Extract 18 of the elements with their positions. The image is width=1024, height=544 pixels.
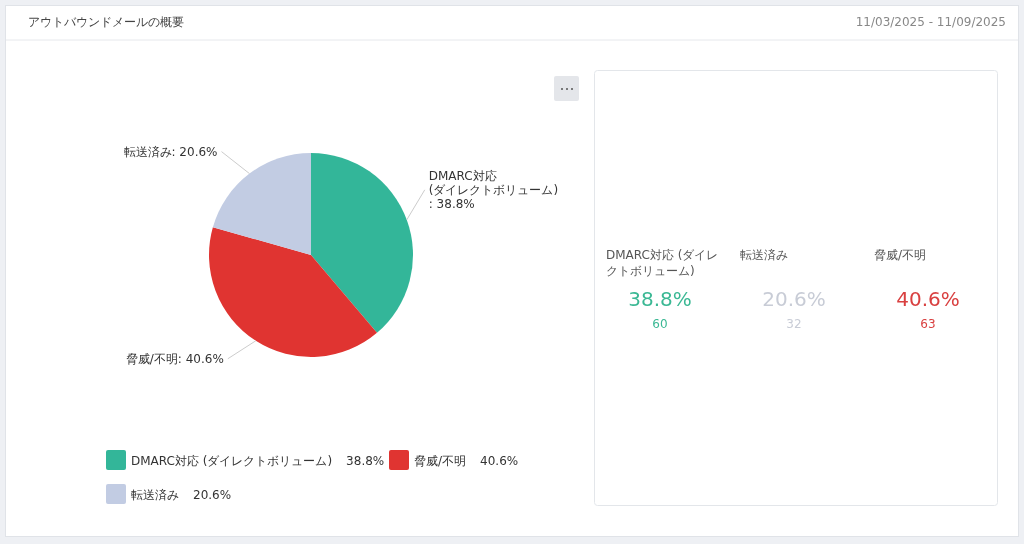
text: 転送済み: 20.6% [123, 144, 218, 159]
text: 11/03/2025 - 11/09/2025 [855, 15, 1006, 29]
text: 脅威/不明 [874, 248, 927, 262]
legend-label: 脅威/不明 [414, 454, 467, 468]
text: 転送済み [740, 248, 788, 262]
text: DMARC対応 (ダイレクトボリューム) : 38.8% [428, 168, 559, 211]
text: 63 [920, 317, 936, 331]
data-label: 20.6% [193, 488, 232, 502]
text: 38.8% [628, 287, 692, 311]
data-label: 40.6% [480, 454, 519, 468]
text: アウトバウンドメールの概要 [28, 15, 184, 29]
text: 40.6% [896, 287, 960, 311]
text: 60 [652, 317, 668, 331]
text: 脅威/不明: 40.6% [125, 351, 224, 366]
legend-label: DMARC対応 (ダイレクトボリューム) [131, 454, 333, 468]
data-label: 38.8% [346, 454, 385, 468]
text: DMARC対応 (ダイレクトボリューム) [606, 248, 719, 278]
legend-label: 転送済み [131, 488, 179, 502]
